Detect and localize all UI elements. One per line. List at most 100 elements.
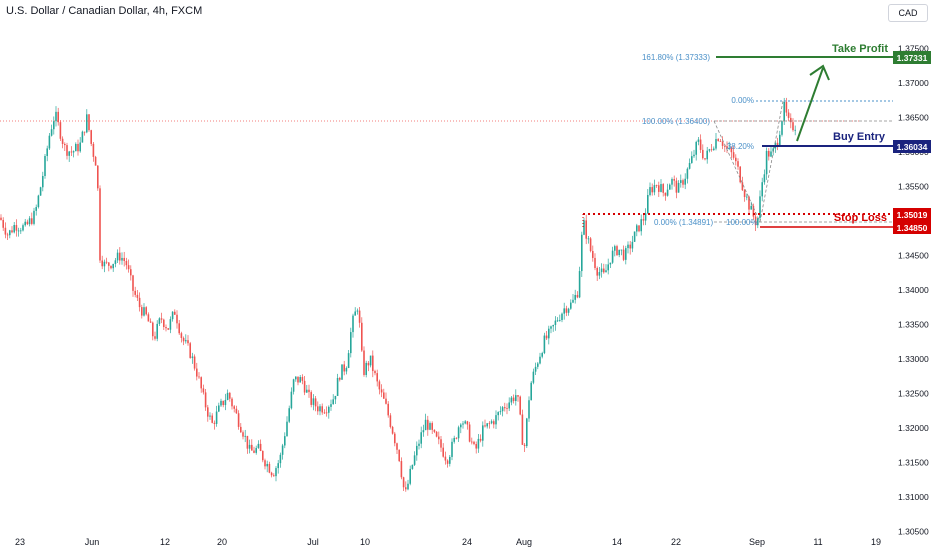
candle-body — [180, 333, 183, 338]
candle-body — [768, 150, 770, 157]
candle-body — [488, 423, 491, 425]
price-axis[interactable]: 1.375001.370001.365001.360001.355001.350… — [898, 44, 929, 537]
take-profit-price-tag-bg — [893, 51, 931, 64]
take-profit-level[interactable]: Take Profit 1.37331 — [832, 43, 931, 64]
candle-body — [143, 307, 145, 316]
candle-body — [0, 217, 2, 220]
candle-body — [763, 174, 766, 183]
candle-body — [739, 166, 741, 183]
candle-body — [306, 389, 308, 393]
fib-top-0-label: 0.00% — [731, 96, 754, 105]
price-tick-label: 1.32500 — [898, 389, 929, 399]
projection-arrow — [796, 64, 830, 142]
candle-body — [644, 213, 647, 221]
candle-body — [501, 407, 504, 412]
buy-entry-level[interactable]: Buy Entry 1.36034 — [762, 131, 931, 153]
candle-body — [174, 311, 176, 315]
candle-body — [466, 421, 469, 425]
candle-body — [343, 364, 345, 372]
candle-body — [587, 238, 590, 240]
fibonacci-tool[interactable]: 161.80% (1.37333) 0.00% 100.00% (1.36400… — [642, 53, 893, 227]
buy-entry-price-tag: 1.36034 — [897, 142, 928, 152]
candle-body — [196, 368, 198, 377]
candle-body — [405, 487, 407, 490]
candle-body — [565, 308, 568, 313]
candle-body — [688, 162, 691, 169]
candle-body — [229, 392, 231, 399]
candle-body — [358, 310, 361, 323]
candle-body — [554, 320, 557, 326]
candle-body — [136, 294, 139, 298]
price-tick-label: 1.31500 — [898, 458, 929, 468]
candle-body — [125, 260, 128, 266]
candle-body — [521, 414, 524, 445]
candle-body — [90, 130, 92, 144]
candle-body — [633, 231, 636, 242]
candle-body — [409, 468, 411, 484]
candle-body — [750, 205, 752, 210]
time-tick-label: Aug — [516, 537, 532, 547]
candle-body — [101, 260, 103, 267]
stop-loss-price-tag-bg — [893, 208, 931, 221]
candle-body — [497, 412, 499, 416]
candle-body — [787, 112, 790, 118]
projection-arrow-head — [809, 64, 830, 81]
candle-body — [715, 139, 717, 149]
candle-body — [99, 188, 101, 261]
take-profit-label: Take Profit — [832, 43, 888, 55]
last-low-price-tag-bg — [893, 221, 931, 234]
candle-body — [37, 195, 40, 208]
stop-loss-level[interactable]: Stop Loss 1.35019 1.34850 — [582, 208, 931, 234]
candle-body — [46, 148, 48, 156]
candle-body — [609, 262, 612, 265]
candle-body — [669, 184, 671, 190]
candle-body — [614, 246, 616, 251]
candle-body — [490, 421, 493, 424]
candle-body — [301, 377, 304, 381]
candle-body — [792, 122, 794, 131]
candle-body — [543, 335, 546, 354]
candle-body — [321, 406, 323, 413]
candle-body — [618, 249, 620, 256]
candle-body — [735, 157, 737, 162]
candle-body — [743, 190, 746, 198]
candle-body — [699, 139, 702, 150]
candle-body — [356, 310, 359, 312]
candle-body — [686, 168, 689, 179]
candle-body — [638, 225, 640, 232]
candle-body — [114, 260, 117, 264]
candle-body — [453, 437, 455, 442]
candle-body — [673, 179, 675, 181]
candle-body — [748, 196, 750, 210]
buy-entry-price-tag-bg — [893, 140, 931, 153]
candle-body — [708, 149, 711, 151]
candle-body — [275, 468, 277, 477]
candle-body — [341, 364, 343, 380]
candle-body — [121, 257, 123, 261]
take-profit-price-tag: 1.37331 — [897, 53, 928, 63]
time-tick-label: Sep — [749, 537, 765, 547]
candle-body — [548, 328, 550, 339]
last-low-price-tag: 1.34850 — [897, 223, 928, 233]
candle-body — [422, 430, 425, 433]
candle-body — [376, 373, 378, 382]
fib-ret-100b-label: 100.00% — [726, 218, 758, 227]
time-tick-label: 20 — [217, 537, 227, 547]
time-axis[interactable]: 23 Jun 12 20 Jul 10 24 Aug 14 22 Sep 11 19 — [15, 537, 881, 547]
currency-button[interactable]: CAD — [888, 4, 928, 22]
candle-body — [9, 230, 11, 236]
candle-body — [449, 456, 451, 464]
candle-body — [519, 396, 521, 415]
candle-body — [629, 244, 631, 249]
candle-body — [363, 350, 365, 375]
candle-body — [416, 445, 418, 456]
candle-body — [383, 392, 385, 399]
candle-body — [394, 433, 396, 444]
candle-body — [268, 463, 271, 473]
candle-body — [303, 380, 306, 393]
candle-body — [616, 246, 618, 256]
candle-body — [776, 142, 779, 146]
candle-body — [446, 460, 449, 464]
time-tick-label: 24 — [462, 537, 472, 547]
